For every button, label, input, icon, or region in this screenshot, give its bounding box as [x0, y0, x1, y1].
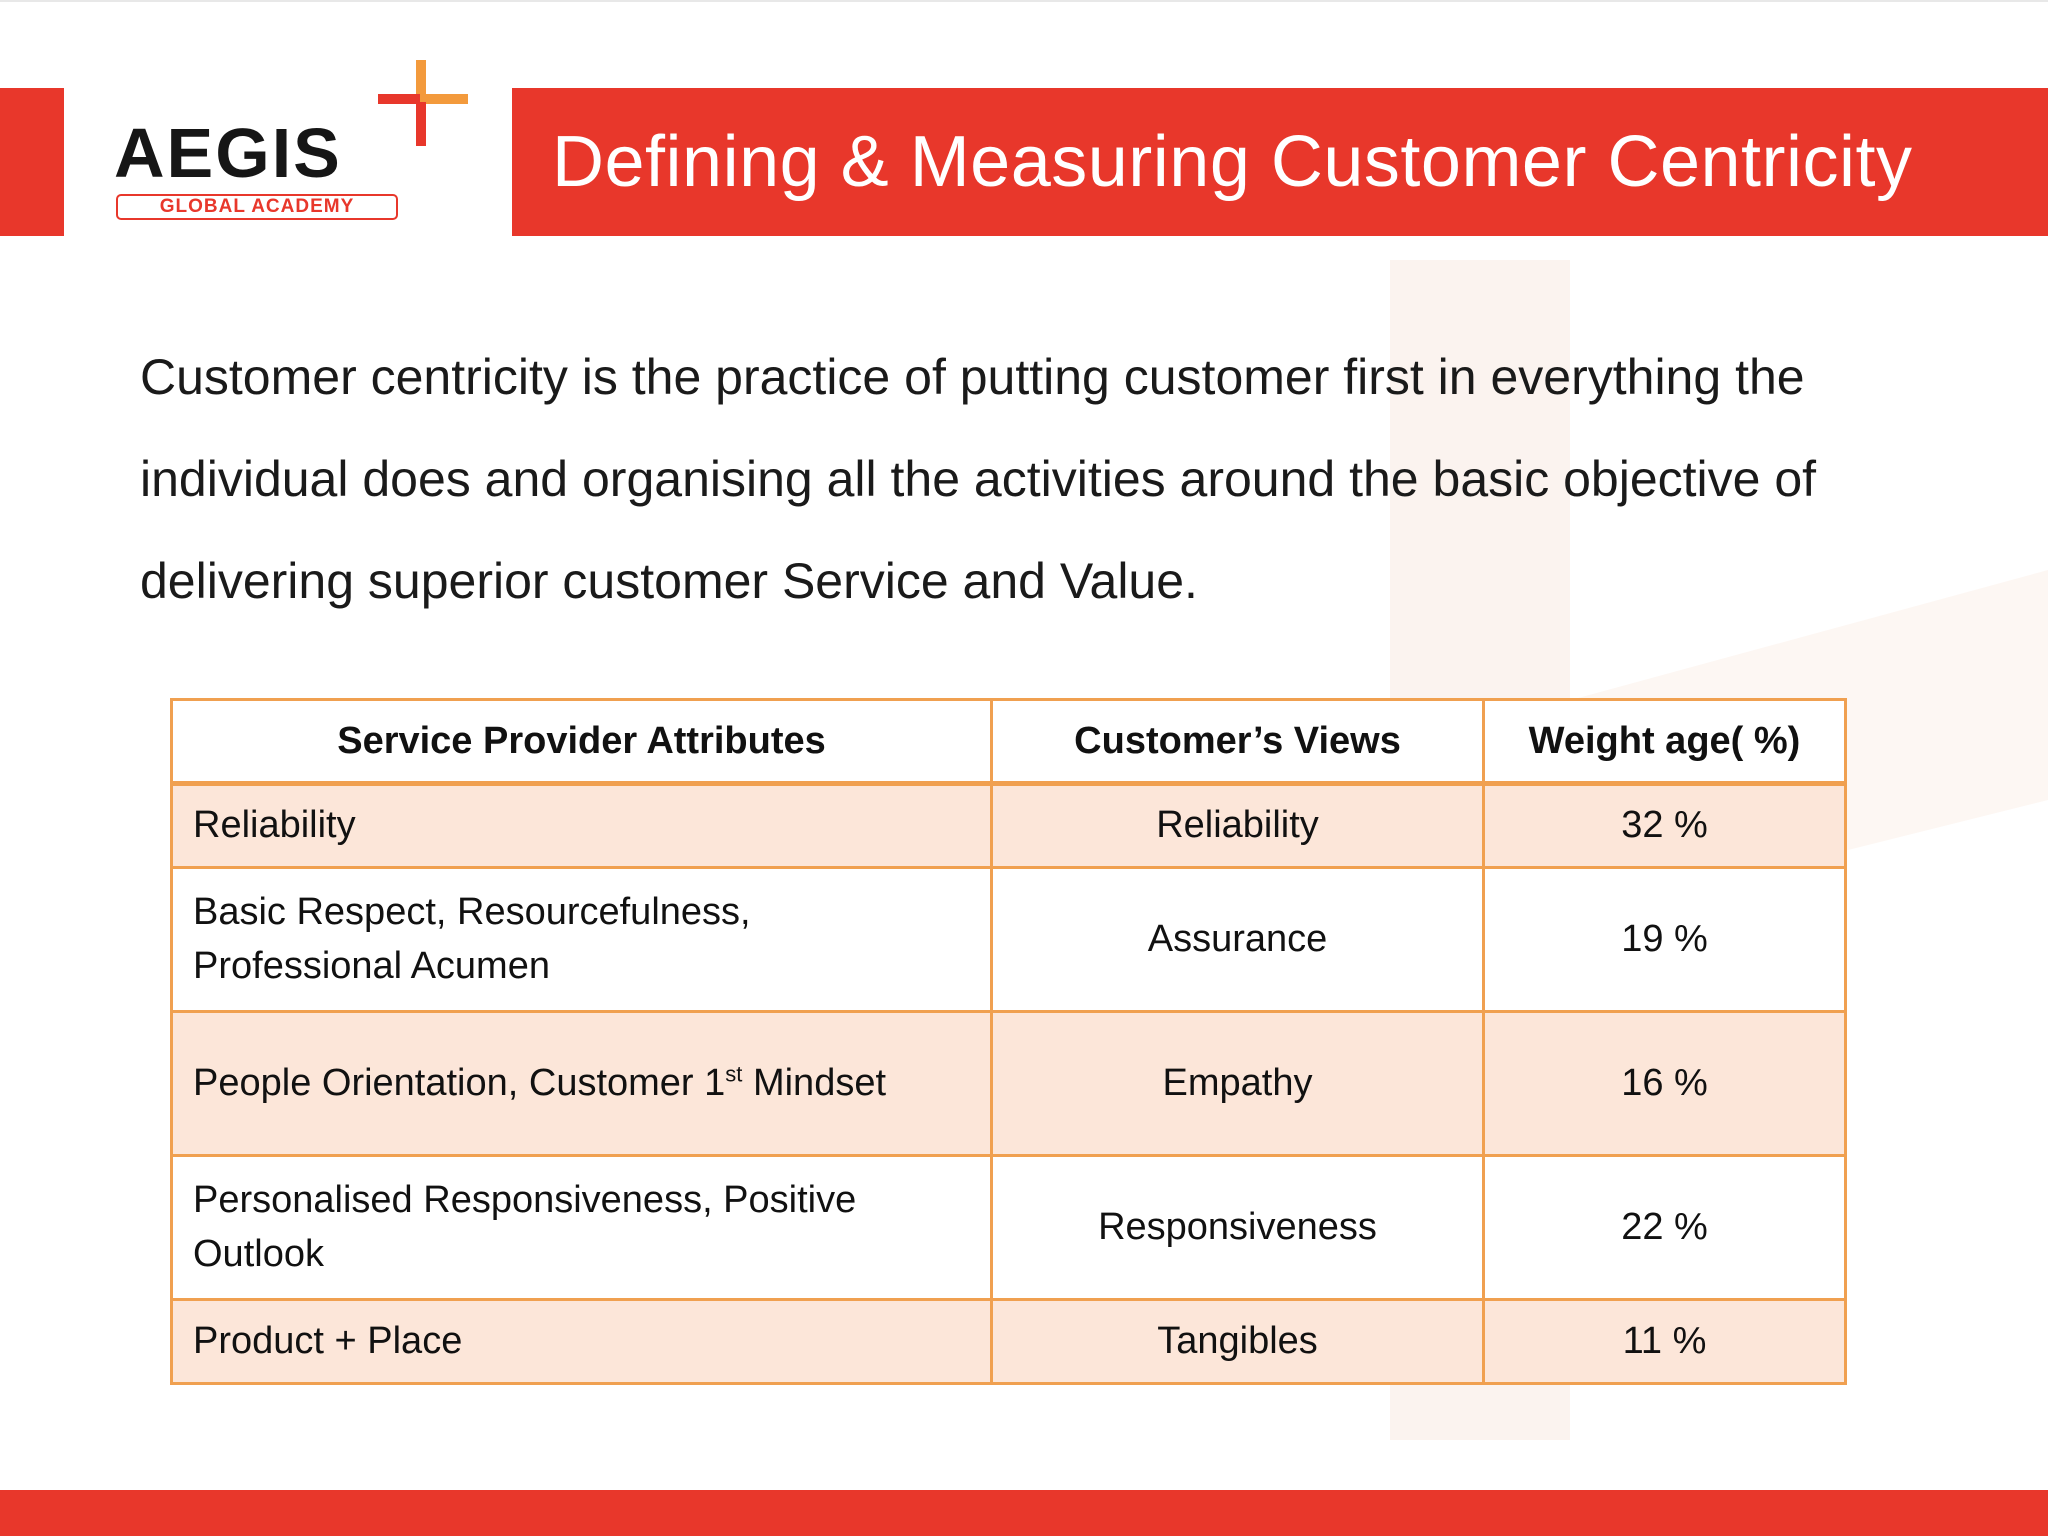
weight-cell: 22 % — [1482, 1154, 1847, 1301]
intro-line: Customer centricity is the practice of p… — [140, 349, 1805, 405]
plus-bar-red-horizontal — [378, 94, 420, 104]
attribute-superscript: st — [725, 1061, 743, 1087]
column-header-attributes: Service Provider Attributes — [170, 698, 993, 786]
attribute-cell: Personalised Responsiveness, Positive Ou… — [170, 1154, 993, 1301]
plus-bar-orange-vertical — [416, 60, 426, 102]
attribute-text: Outlook — [193, 1232, 324, 1275]
plus-cross-icon — [378, 60, 468, 146]
footer-bar — [0, 1490, 2048, 1536]
view-cell: Empathy — [990, 1010, 1485, 1157]
header-left-accent — [0, 88, 64, 236]
plus-bar-red-vertical — [416, 102, 426, 146]
attribute-cell: People Orientation, Customer 1st Mindset — [170, 1010, 993, 1157]
table-row: Personalised Responsiveness, Positive Ou… — [170, 1154, 1847, 1301]
view-cell: Responsiveness — [990, 1154, 1485, 1301]
table-row: People Orientation, Customer 1st Mindset… — [170, 1010, 1847, 1157]
attribute-text: Product + Place — [193, 1319, 463, 1362]
view-cell: Tangibles — [990, 1298, 1485, 1385]
table-header-row: Service Provider Attributes Customer’s V… — [170, 698, 1847, 786]
intro-paragraph: Customer centricity is the practice of p… — [140, 326, 1970, 632]
attribute-text: Professional Acumen — [193, 944, 550, 987]
weight-cell: 11 % — [1482, 1298, 1847, 1385]
plus-bar-orange-horizontal — [426, 94, 468, 104]
weight-cell: 32 % — [1482, 782, 1847, 869]
weight-cell: 16 % — [1482, 1010, 1847, 1157]
weight-cell: 19 % — [1482, 866, 1847, 1013]
intro-line: delivering superior customer Service and… — [140, 553, 1198, 609]
attribute-cell: Product + Place — [170, 1298, 993, 1385]
table-row: Product + Place Tangibles 11 % — [170, 1298, 1847, 1385]
attribute-text: Basic Respect, Resourcefulness, — [193, 891, 751, 934]
view-cell: Reliability — [990, 782, 1485, 869]
logo-wordmark: AEGIS — [114, 114, 342, 192]
title-bar: Defining & Measuring Customer Centricity — [512, 88, 2048, 236]
top-hairline — [0, 0, 2048, 2]
intro-line: individual does and organising all the a… — [140, 451, 1817, 507]
logo-tagline: GLOBAL ACADEMY — [116, 194, 398, 220]
attribute-cell: Basic Respect, Resourcefulness, Professi… — [170, 866, 993, 1013]
attribute-text: People Orientation, Customer 1 — [193, 1061, 726, 1104]
attribute-text: Mindset — [742, 1061, 887, 1104]
attribute-text: Reliability — [193, 804, 356, 847]
attribute-cell: Reliability — [170, 782, 993, 869]
attributes-table: Service Provider Attributes Customer’s V… — [170, 698, 1847, 1385]
column-header-views: Customer’s Views — [990, 698, 1485, 786]
table-row: Reliability Reliability 32 % — [170, 782, 1847, 869]
attribute-text: Personalised Responsiveness, Positive — [193, 1179, 857, 1222]
slide-title: Defining & Measuring Customer Centricity — [552, 122, 1913, 202]
table-row: Basic Respect, Resourcefulness, Professi… — [170, 866, 1847, 1013]
view-cell: Assurance — [990, 866, 1485, 1013]
aegis-logo: AEGIS GLOBAL ACADEMY — [110, 56, 472, 224]
column-header-weight: Weight age( %) — [1482, 698, 1847, 786]
